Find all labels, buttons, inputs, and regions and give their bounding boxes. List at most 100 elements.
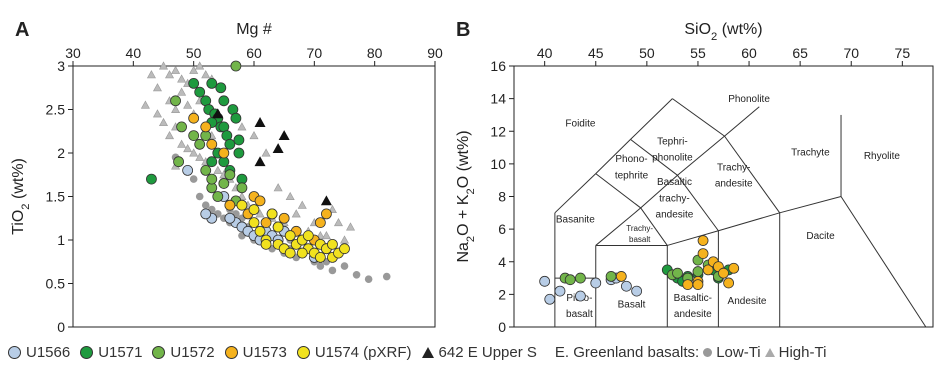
data-point-u1572 (176, 121, 188, 133)
data-point-u1574 (260, 238, 272, 250)
data-point-low-ti (364, 275, 373, 283)
data-point-u1571 (230, 112, 242, 124)
x-axis-label: Mg # (236, 21, 272, 38)
data-point-u1573 (188, 112, 200, 124)
data-point-u1574 (272, 221, 284, 233)
field-boundary (779, 196, 842, 214)
data-point-u1571 (218, 95, 230, 107)
data-point-u1574 (284, 247, 296, 259)
x-tick-label: 50 (639, 45, 655, 61)
y-tick-label: 0 (498, 319, 506, 335)
data-point-high-ti (171, 65, 181, 74)
field-label: trachy- (659, 193, 690, 204)
data-point-u1573 (260, 217, 272, 229)
data-point-u1572 (575, 272, 586, 284)
data-point-u1566 (224, 212, 236, 224)
data-point-high-ti (165, 130, 175, 140)
field-boundary (640, 207, 668, 246)
data-point-u1574 (314, 251, 326, 263)
data-point-642e (254, 156, 266, 167)
data-point-high-ti (177, 87, 187, 96)
field-label: Tephri- (657, 136, 688, 147)
data-point-u1572 (672, 267, 683, 279)
data-point-u1574 (327, 238, 338, 250)
panel-letter: B (456, 19, 470, 41)
data-point-u1572 (206, 173, 218, 185)
legend-swatch-u1572 (152, 345, 166, 359)
data-point-u1574 (266, 208, 278, 220)
data-point-u1571 (233, 134, 245, 146)
y-tick-label: 3 (57, 58, 65, 74)
data-point-u1573 (314, 217, 326, 229)
data-point-u1573 (682, 279, 694, 290)
y-tick-label: 0.5 (46, 276, 66, 292)
legend-triangle-icon (421, 346, 434, 358)
data-point-u1566 (575, 290, 586, 302)
data-point-u1573 (718, 267, 729, 279)
data-point-u1571 (233, 147, 245, 159)
x-tick-label: 30 (65, 45, 81, 61)
legend-item-u1573: U1573 (224, 344, 287, 361)
data-point-high-ti (140, 100, 150, 109)
plot-frame (513, 65, 934, 328)
field-label: basalt (566, 309, 593, 320)
field-label: Foidite (565, 118, 595, 129)
data-point-u1574 (248, 204, 260, 215)
data-point-u1574 (296, 247, 308, 259)
data-point-u1574 (302, 230, 314, 242)
data-point-low-ti (328, 266, 337, 275)
data-point-u1572 (170, 95, 181, 107)
data-point-high-ti (297, 200, 307, 209)
field-boundary (840, 196, 927, 328)
legend-label-u1571: U1571 (98, 343, 143, 361)
field-label: Phonolite (728, 94, 770, 105)
y-tick-label: 1.5 (46, 189, 66, 205)
y-tick-label: 0 (57, 319, 65, 335)
data-point-u1573 (254, 195, 266, 207)
data-point-high-ti (346, 222, 356, 231)
y-axis-label: TiO2 (wt%) (10, 158, 32, 235)
legend-swatch-u1571 (80, 345, 94, 359)
legend-item-u1572: U1572 (152, 343, 215, 361)
data-point-u1571 (206, 156, 218, 168)
data-point-low-ti (316, 262, 325, 270)
data-point-u1573 (206, 138, 218, 150)
data-point-low-ti (352, 271, 361, 279)
legend-swatch-u1566 (8, 345, 21, 359)
data-point-u1566 (539, 275, 551, 287)
field-label: phonolite (652, 153, 693, 164)
field-label: Trachy- (626, 224, 653, 233)
field-label: Basaltic (657, 177, 692, 188)
data-point-u1572 (194, 138, 206, 150)
y-tick-label: 4 (498, 254, 506, 270)
data-point-high-ti (339, 235, 350, 244)
data-point-u1571 (194, 86, 206, 98)
field-boundary (677, 135, 725, 176)
data-point-u1566 (200, 208, 212, 220)
data-point-high-ti (152, 83, 162, 92)
legend-label-low-ti: Low-Ti (716, 343, 761, 361)
legend-swatch-u1573 (224, 345, 238, 359)
field-boundary (554, 173, 597, 214)
field-boundary (640, 174, 678, 209)
data-point-high-ti (249, 130, 259, 140)
x-tick-label: 65 (792, 45, 808, 61)
x-axis-label: SiO2 (wt%) (684, 21, 762, 43)
data-point-high-ti (183, 144, 193, 153)
y-tick-label: 16 (490, 58, 506, 74)
data-point-642e (254, 117, 266, 127)
y-tick-label: 2 (57, 145, 65, 161)
legend: U1566 U1571 U1572 U1573 U1574 (pXRF) 642… (8, 342, 938, 362)
data-point-u1573 (224, 199, 236, 211)
field-label: Dacite (806, 231, 835, 242)
field-label: Andesite (728, 296, 767, 307)
legend-small-triangle-icon (764, 347, 775, 357)
data-point-high-ti (285, 191, 295, 200)
field-label: Basaltic- (674, 293, 712, 304)
legend-label-u1572: U1572 (170, 343, 215, 361)
data-point-u1572 (564, 274, 576, 286)
data-point-high-ti (291, 209, 301, 218)
data-point-low-ti (195, 192, 204, 201)
